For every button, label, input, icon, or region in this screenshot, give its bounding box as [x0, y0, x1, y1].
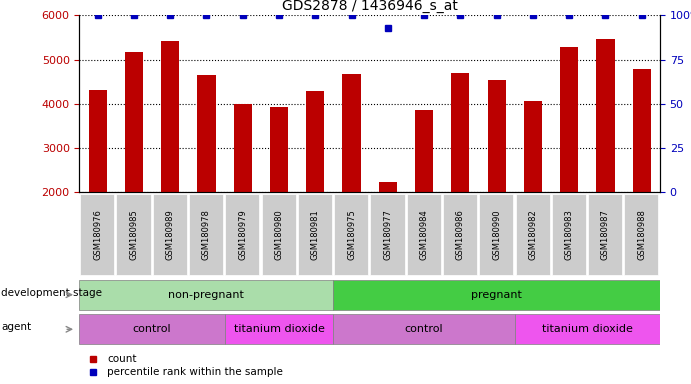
Text: GSM180976: GSM180976: [93, 209, 102, 260]
Title: GDS2878 / 1436946_s_at: GDS2878 / 1436946_s_at: [282, 0, 457, 13]
Text: GSM180988: GSM180988: [637, 209, 646, 260]
Text: development stage: development stage: [1, 288, 102, 298]
Text: titanium dioxide: titanium dioxide: [234, 324, 325, 334]
Bar: [488, 80, 506, 192]
FancyBboxPatch shape: [80, 194, 114, 275]
Bar: [88, 89, 106, 192]
FancyBboxPatch shape: [189, 194, 223, 275]
Text: GSM180978: GSM180978: [202, 209, 211, 260]
Bar: [234, 104, 252, 192]
Text: GSM180986: GSM180986: [456, 209, 465, 260]
Bar: [633, 69, 651, 192]
Bar: [524, 101, 542, 192]
Text: GSM180979: GSM180979: [238, 209, 247, 260]
Bar: [343, 74, 361, 192]
Text: non-pregnant: non-pregnant: [169, 290, 245, 300]
FancyBboxPatch shape: [333, 280, 660, 310]
Text: GSM180983: GSM180983: [565, 209, 574, 260]
FancyBboxPatch shape: [225, 194, 259, 275]
Text: GSM180982: GSM180982: [529, 209, 538, 260]
Text: GSM180977: GSM180977: [384, 209, 392, 260]
Bar: [306, 91, 324, 192]
FancyBboxPatch shape: [515, 194, 549, 275]
Bar: [560, 47, 578, 192]
Bar: [379, 182, 397, 192]
FancyBboxPatch shape: [588, 194, 622, 275]
FancyBboxPatch shape: [552, 194, 586, 275]
Text: count: count: [107, 354, 137, 364]
FancyBboxPatch shape: [443, 194, 477, 275]
Bar: [415, 110, 433, 192]
Bar: [270, 107, 288, 192]
Text: GSM180987: GSM180987: [601, 209, 610, 260]
Text: GSM180989: GSM180989: [166, 209, 175, 260]
Text: control: control: [405, 324, 444, 334]
Text: GSM180985: GSM180985: [129, 209, 138, 260]
FancyBboxPatch shape: [79, 314, 225, 344]
FancyBboxPatch shape: [298, 194, 332, 275]
Bar: [125, 52, 143, 192]
FancyBboxPatch shape: [225, 314, 333, 344]
FancyBboxPatch shape: [153, 194, 187, 275]
Bar: [198, 75, 216, 192]
Bar: [451, 73, 469, 192]
FancyBboxPatch shape: [117, 194, 151, 275]
FancyBboxPatch shape: [79, 280, 333, 310]
Text: GSM180984: GSM180984: [419, 209, 428, 260]
Text: agent: agent: [1, 322, 32, 333]
Text: pregnant: pregnant: [471, 290, 522, 300]
Text: GSM180975: GSM180975: [347, 209, 356, 260]
FancyBboxPatch shape: [333, 314, 515, 344]
FancyBboxPatch shape: [407, 194, 441, 275]
FancyBboxPatch shape: [334, 194, 368, 275]
Text: GSM180980: GSM180980: [274, 209, 283, 260]
Text: control: control: [133, 324, 171, 334]
Text: titanium dioxide: titanium dioxide: [542, 324, 633, 334]
Bar: [161, 41, 179, 192]
FancyBboxPatch shape: [262, 194, 296, 275]
FancyBboxPatch shape: [625, 194, 659, 275]
Text: GSM180981: GSM180981: [311, 209, 320, 260]
FancyBboxPatch shape: [480, 194, 513, 275]
FancyBboxPatch shape: [370, 194, 404, 275]
Text: GSM180990: GSM180990: [492, 209, 501, 260]
FancyBboxPatch shape: [515, 314, 660, 344]
Text: percentile rank within the sample: percentile rank within the sample: [107, 367, 283, 377]
Bar: [596, 39, 614, 192]
